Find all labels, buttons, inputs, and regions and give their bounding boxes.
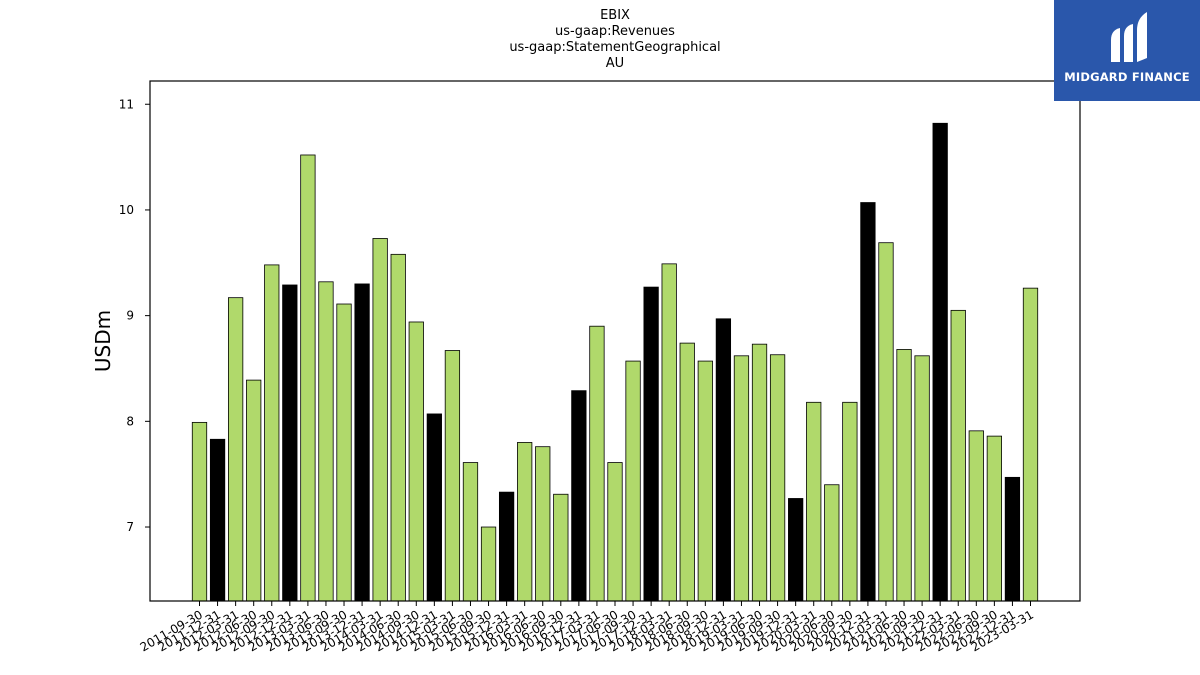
logo-mark-icon <box>1111 12 1147 62</box>
bar-2022-06-30 <box>968 430 984 602</box>
y-axis-label: USDm <box>91 310 115 372</box>
y-tick-label: 9 <box>126 309 134 323</box>
bar-2012-03-31 <box>227 297 244 602</box>
bar-2017-09-30 <box>625 360 641 602</box>
title-line-1: EBIX <box>600 8 630 23</box>
bar-2019-06-30 <box>751 343 768 602</box>
bar-2023-03-31 <box>1022 287 1039 602</box>
bar-2014-06-30 <box>390 253 406 602</box>
bar-2022-03-31 <box>950 309 966 602</box>
y-tick-label: 10 <box>119 203 134 217</box>
bar-2019-09-30 <box>769 354 786 602</box>
bar-2015-12-31 <box>498 491 515 602</box>
bar-2013-06-30 <box>318 281 334 602</box>
bar-2014-03-31 <box>372 238 388 602</box>
bar-2015-03-31 <box>444 350 461 602</box>
y-tick-label: 7 <box>126 520 134 534</box>
y-tick-label: 11 <box>119 97 134 111</box>
title-line-3: us-gaap:StatementGeographical <box>509 40 721 55</box>
bar-2021-09-30 <box>914 355 930 602</box>
title-line-2: us-gaap:Revenues <box>555 24 675 39</box>
y-tick-label: 8 <box>126 414 134 428</box>
bar-2013-09-30 <box>336 303 352 602</box>
bar-2018-09-30 <box>697 360 713 602</box>
bar-2020-09-30 <box>842 401 858 602</box>
bar-2012-12-31 <box>282 284 298 602</box>
bar-2017-12-31 <box>643 286 659 602</box>
bar-2016-12-31 <box>571 390 587 602</box>
plot-frame <box>149 80 1081 602</box>
bar-2017-03-31 <box>589 325 605 602</box>
y-axis: 7 8 9 10 11 <box>119 97 150 534</box>
bar-2012-09-30 <box>264 264 280 602</box>
bar-2020-12-31 <box>860 202 876 602</box>
bar-2013-03-31 <box>300 154 316 602</box>
bar-2012-06-30 <box>246 379 262 602</box>
bar-2016-06-30 <box>535 446 551 602</box>
title-line-4: AU <box>605 56 625 71</box>
bar-2018-03-31 <box>661 263 677 602</box>
bar-2017-06-30 <box>607 462 623 602</box>
bar-2020-03-31 <box>806 401 822 602</box>
bar-2013-12-31 <box>354 283 370 602</box>
bar-2015-09-30 <box>480 526 497 602</box>
bars-group <box>191 122 1039 602</box>
bar-2011-12-31 <box>209 438 226 602</box>
x-axis: 2011-09-302011-12-312012-03-312012-06-30… <box>138 601 1036 654</box>
midgard-finance-logo: MIDGARD FINANCE <box>1054 0 1200 101</box>
bar-2019-03-31 <box>733 355 750 602</box>
bar-2020-06-30 <box>824 484 840 602</box>
bar-2015-06-30 <box>462 462 479 602</box>
bar-2016-03-31 <box>517 442 533 602</box>
bar-2018-12-31 <box>715 318 732 602</box>
bar-2022-09-30 <box>986 435 1002 602</box>
bar-2011-09-30 <box>191 421 208 602</box>
bar-2022-12-31 <box>1004 476 1021 602</box>
bar-2021-03-31 <box>878 242 894 602</box>
bar-2021-06-30 <box>896 349 912 602</box>
bar-2016-09-30 <box>553 493 569 602</box>
bar-2014-12-31 <box>426 413 442 602</box>
bar-2021-12-31 <box>932 122 948 602</box>
bar-2019-12-31 <box>788 498 804 602</box>
bar-2014-09-30 <box>408 321 424 602</box>
bar-2018-06-30 <box>679 342 695 602</box>
logo-text: MIDGARD FINANCE <box>1064 70 1190 84</box>
